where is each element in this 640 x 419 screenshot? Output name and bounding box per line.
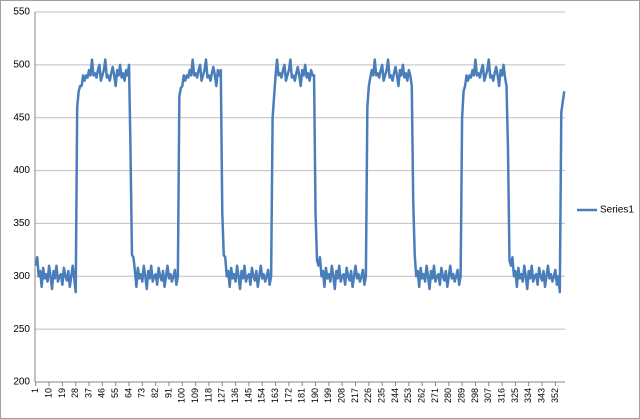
x-tick-label: 163 [270,388,280,403]
x-tick-label: 208 [337,388,347,403]
x-tick-label: 145 [243,388,253,403]
y-tick-label: 500 [13,59,30,70]
x-tick-label: 280 [443,388,453,403]
x-tick-label: 307 [483,388,493,403]
x-tick-label: 235 [377,388,387,403]
x-tick-label: 343 [536,388,546,403]
x-tick-label: 91 [163,388,173,398]
y-tick-label: 300 [13,271,30,282]
x-tick-label: 136 [230,388,240,403]
x-tick-label: 244 [390,388,400,403]
x-tick-label: 271 [430,388,440,403]
x-tick-label: 298 [470,388,480,403]
x-tick-label: 352 [550,388,560,403]
x-tick-label: 316 [496,388,506,403]
y-tick-label: 450 [13,112,30,123]
x-tick-label: 289 [456,388,466,403]
x-tick-label: 100 [177,388,187,403]
x-tick-label: 172 [283,388,293,403]
x-tick-label: 262 [417,388,427,403]
x-tick-label: 37 [83,388,93,398]
x-tick-label: 199 [323,388,333,403]
x-tick-label: 334 [523,388,533,403]
series-line [34,58,566,294]
y-tick-label: 400 [13,165,30,176]
x-tick-label: 118 [203,388,213,402]
x-tick-label: 109 [190,388,200,403]
x-tick-label: 10 [43,388,53,398]
x-tick-label: 325 [510,388,520,403]
y-tick-label: 200 [13,377,30,388]
x-tick-label: 46 [97,388,107,398]
x-tick-label: 190 [310,388,320,403]
x-tick-label: 127 [217,388,227,403]
x-tick-label: 217 [350,388,360,403]
x-tick-label: 82 [150,388,160,398]
x-tick-label: 28 [70,388,80,398]
x-tick-label: 73 [137,388,147,398]
x-tick-label: 19 [57,388,67,398]
x-tick-label: 181 [297,388,307,403]
y-tick-label: 350 [13,218,30,229]
x-tick-label: 1 [30,388,40,393]
y-tick-label: 250 [13,324,30,335]
x-tick-label: 154 [257,388,267,403]
x-tick-label: 64 [123,388,133,398]
x-tick-label: 226 [363,388,373,403]
legend-label: Series1 [600,205,634,216]
x-tick-label: 55 [110,388,120,398]
x-tick-label: 253 [403,388,413,403]
y-tick-label: 550 [13,7,30,18]
